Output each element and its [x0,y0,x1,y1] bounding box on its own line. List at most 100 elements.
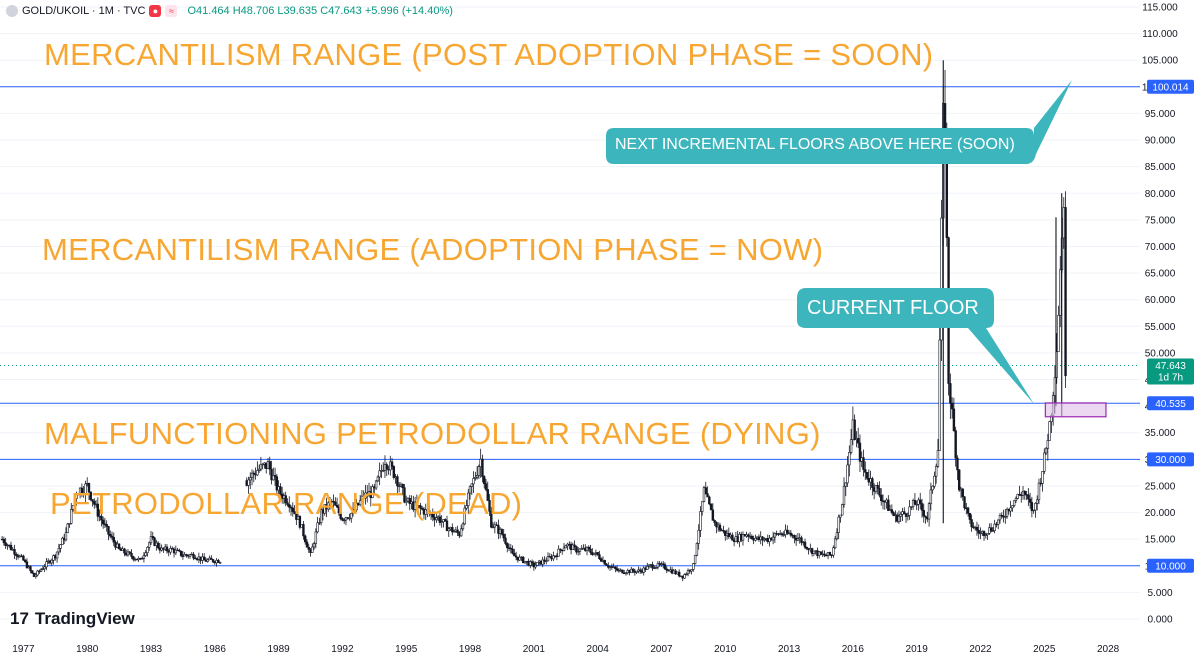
candle-body [511,548,514,554]
candle-body [376,476,380,482]
candle-body [185,554,188,556]
y-tick-label: 0.000 [1147,615,1172,626]
candle-body [576,550,580,553]
candle-body [596,552,599,555]
candle-body [247,479,250,486]
candle-body [312,543,316,548]
x-tick-label: 2013 [778,644,801,655]
candle-body [39,569,43,572]
candle-body [390,461,394,467]
candle-body [545,560,548,562]
candle-body [461,523,465,530]
candle-body [865,471,869,479]
y-tick-label: 80.000 [1145,189,1176,200]
candle-body [342,519,346,522]
candle-body [378,470,381,478]
candle-body [701,501,704,512]
candle-body [123,548,126,554]
candle-body [293,511,296,514]
candle-body [66,523,69,533]
candle-body [963,496,966,509]
callout-next-floors[interactable] [606,80,1072,164]
candle-body [1030,502,1034,512]
candle-body [73,498,76,506]
candle-body [690,569,693,572]
candle-body [832,547,835,556]
candle-body [1009,507,1012,512]
level-price-label: 30.000 [1155,455,1186,466]
candle-body [552,555,555,560]
candle-body [711,509,715,521]
candle-body [665,568,668,571]
candle-body [1046,440,1050,449]
chart-header: GOLD/UKOIL · 1M · TVC ● ≈ O41.464 H48.70… [6,4,453,18]
candle-body [541,559,544,565]
market-status-icon[interactable]: ● [149,5,162,17]
candle-body [1023,490,1026,495]
candle-body [110,535,114,538]
candle-body [931,485,934,491]
candle-body [704,487,707,494]
candle-body [493,524,497,528]
candle-body [192,553,195,559]
candle-body [57,548,61,553]
annotation-petrodollar-dead: PETRODOLLAR RANGE (DEAD) [50,486,523,521]
candle-body [344,517,348,521]
candle-body [638,569,642,572]
candle-body [319,509,323,523]
candle-body [605,563,608,566]
candle-body [654,566,658,569]
current-floor-zone[interactable] [1044,402,1107,418]
candle-body [84,483,87,494]
candle-body [36,570,39,576]
candle-body [589,548,592,553]
candle-body [472,478,475,485]
candle-body [856,438,860,444]
y-tick-label: 70.000 [1145,242,1176,253]
candle-body [977,529,980,534]
candle-body [837,516,840,533]
candle-body [337,506,341,514]
candle-body [919,499,922,504]
y-tick-label: 115.000 [1142,3,1178,14]
compare-icon[interactable]: ≈ [165,5,178,17]
candle-body [564,545,567,549]
candle-body [532,562,536,568]
candle-body [954,430,957,459]
tradingview-logo[interactable]: 17 TradingView [10,609,135,629]
symbol-title[interactable]: GOLD/UKOIL · 1M · TVC [22,5,146,17]
candle-body [529,561,532,566]
candle-body [107,526,110,535]
candle-body [908,506,911,516]
candle-body [592,553,596,555]
candle-body [351,509,355,514]
candle-body [1064,207,1067,377]
candle-body [465,505,468,509]
level-price-label: 100.014 [1152,82,1189,93]
candle-body [179,550,183,557]
candle-body [514,555,518,558]
candle-body [793,535,796,539]
candle-body [169,548,172,553]
candle-body [846,464,849,484]
tradingview-icon: 17 [10,609,29,628]
candle-body [709,503,713,511]
x-tick-label: 2010 [714,644,737,655]
candle-body [252,472,256,475]
candle-body [949,383,952,404]
candle-body [984,534,988,536]
candle-body [920,503,924,511]
candle-body [833,538,837,549]
level-price-tag [1147,452,1194,467]
x-tick-label: 2016 [842,644,865,655]
candle-body [993,523,996,531]
candle-body [683,574,686,579]
candle-body [105,524,108,527]
callout-current-floor[interactable] [797,288,1034,404]
candle-body [892,512,895,516]
candle-body [284,495,287,504]
candle-body [2,538,6,544]
candle-body [663,564,667,570]
candle-body [685,573,688,576]
